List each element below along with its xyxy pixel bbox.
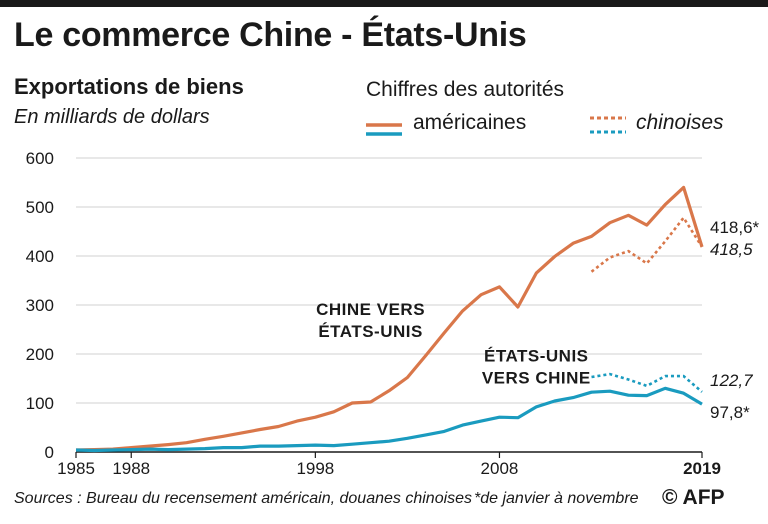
y-tick-label: 300 [26, 296, 54, 315]
x-tick-label: 1985 [57, 459, 95, 478]
legend-title: Chiffres des autorités [366, 78, 565, 101]
series-line-us_to_china_us [75, 386, 703, 453]
x-tick-label: 2008 [481, 459, 519, 478]
sources-text: Sources : Bureau du recensement américai… [14, 490, 473, 507]
end-value-label: 97,8* [710, 403, 750, 422]
chart-subtitle: Exportations de biens [14, 74, 244, 99]
series-group [75, 185, 704, 453]
grid [75, 157, 703, 458]
annotation-label: ÉTATS-UNIS [484, 346, 588, 365]
y-tick-label: 0 [45, 443, 54, 462]
legend-china-label: chinoises [636, 111, 724, 134]
y-tick-label: 400 [26, 247, 54, 266]
x-tick-label: 2019 [683, 459, 721, 478]
series-line-china_to_us_us [75, 185, 704, 452]
y-tick-label: 100 [26, 394, 54, 413]
y-tick-label: 200 [26, 345, 54, 364]
footnote-text: *de janvier à novembre [474, 490, 639, 507]
afp-credit: © AFP [662, 486, 725, 509]
annotation-label: ÉTATS-UNIS [318, 322, 422, 341]
end-value-label: 418,5 [710, 240, 753, 259]
x-tick-label: 1998 [296, 459, 334, 478]
series-line-us_to_china_cn [591, 372, 703, 393]
y-tick-label: 500 [26, 198, 54, 217]
legend-usa-label: américaines [413, 111, 527, 134]
labels-group: 0 100 200 300 400 500 600 1985 1988 1998 2008 2019 C… [26, 149, 760, 478]
chart-title: Le commerce Chine - États-Unis [14, 16, 527, 54]
y-tick-label: 600 [26, 149, 54, 168]
end-value-label: 418,6* [710, 218, 760, 237]
end-value-label: 122,7 [710, 371, 753, 390]
unit-label: En milliards de dollars [14, 106, 210, 128]
annotation-label: CHINE VERS [316, 300, 425, 319]
top-bar [0, 0, 768, 7]
annotation-label: VERS CHINE [482, 368, 591, 387]
x-tick-label: 1988 [112, 459, 150, 478]
